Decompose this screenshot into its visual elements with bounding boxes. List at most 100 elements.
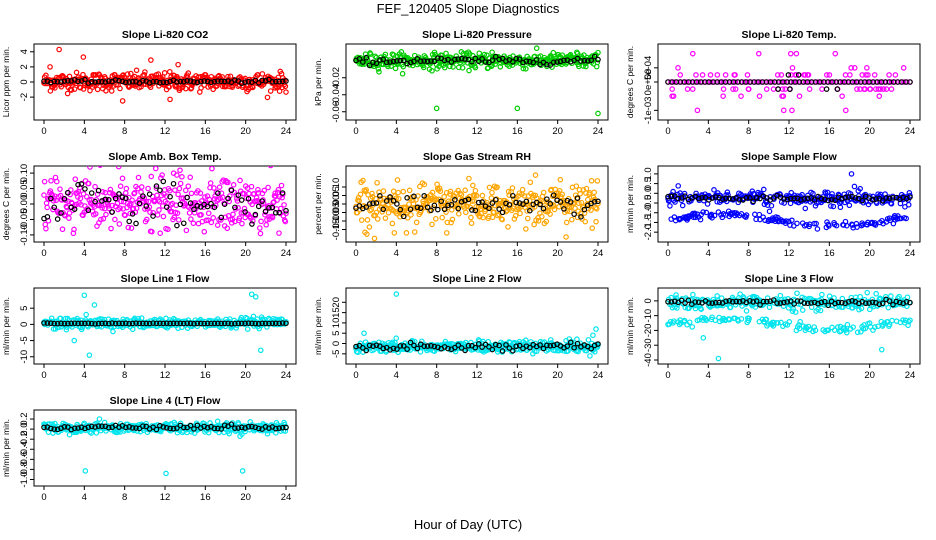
data-point <box>509 185 516 191</box>
data-point <box>215 190 221 196</box>
y-tick-label: 0 <box>19 322 30 327</box>
data-point <box>408 212 414 218</box>
data-point <box>278 182 285 189</box>
data-point <box>184 194 190 201</box>
data-point <box>211 185 217 191</box>
data-point <box>109 209 115 215</box>
data-point <box>907 194 913 200</box>
data-point <box>733 298 739 305</box>
data-point <box>589 225 596 231</box>
data-point <box>233 192 239 198</box>
data-point <box>829 324 835 331</box>
data-point <box>239 220 245 227</box>
y-axis-label: ml/min per min. <box>313 297 323 355</box>
x-tick-label: 20 <box>240 370 251 381</box>
data-point <box>201 320 207 327</box>
data-point <box>75 425 81 431</box>
data-point <box>102 79 109 85</box>
x-tick-label: 12 <box>784 248 795 259</box>
x-tick-label: 8 <box>434 370 439 381</box>
data-point <box>160 213 167 220</box>
data-point <box>747 298 753 304</box>
data-point <box>695 79 702 85</box>
data-point <box>875 86 882 92</box>
data-point <box>574 340 581 347</box>
data-point <box>208 320 214 327</box>
data-point <box>523 201 530 208</box>
data-point <box>756 93 763 99</box>
x-tick-label: 20 <box>552 248 563 259</box>
data-point <box>706 300 712 306</box>
data-point <box>276 88 283 94</box>
data-point <box>95 187 102 194</box>
data-point <box>283 210 289 217</box>
data-point <box>450 64 456 70</box>
data-point <box>547 62 554 68</box>
data-point <box>781 299 787 306</box>
data-point <box>904 294 911 301</box>
data-point <box>66 73 73 80</box>
data-point <box>577 190 583 197</box>
x-tick-label: 24 <box>905 248 916 259</box>
data-point <box>125 224 132 231</box>
data-point <box>153 78 160 85</box>
data-point <box>71 337 78 344</box>
data-point <box>71 86 78 92</box>
data-point <box>394 58 400 64</box>
data-point <box>679 202 686 209</box>
data-point <box>794 298 801 304</box>
data-point <box>407 59 414 66</box>
data-points <box>665 171 913 232</box>
data-point <box>262 211 268 218</box>
y-tick-label: -5 <box>331 350 342 358</box>
data-point <box>472 64 479 71</box>
data-point <box>736 196 743 203</box>
data-point <box>885 304 892 311</box>
data-point <box>187 78 194 84</box>
data-point <box>499 55 506 62</box>
data-point <box>830 203 837 210</box>
data-point <box>44 214 51 220</box>
data-point <box>556 187 563 194</box>
x-tick-label: 0 <box>41 126 46 137</box>
data-point <box>133 425 139 431</box>
data-point <box>71 206 78 212</box>
x-tick-label: 8 <box>122 126 127 137</box>
data-point <box>126 194 132 201</box>
y-tick-label: -30 <box>643 338 654 352</box>
data-point <box>801 300 808 306</box>
data-point <box>845 299 852 305</box>
data-point <box>674 305 680 311</box>
data-point <box>188 190 195 197</box>
y-tick-label: -5 <box>19 336 30 344</box>
data-point <box>712 299 719 306</box>
data-point <box>459 65 466 71</box>
data-point <box>363 54 370 61</box>
data-point <box>258 218 264 225</box>
data-point <box>245 423 252 430</box>
data-point <box>554 59 560 65</box>
data-point <box>533 45 540 52</box>
data-point <box>888 86 895 92</box>
y-tick-label: -0.05 <box>19 209 30 231</box>
data-point <box>872 324 878 330</box>
data-point <box>128 225 135 231</box>
data-point <box>775 320 781 326</box>
data-point <box>253 194 260 201</box>
data-point <box>235 425 242 431</box>
data-point <box>557 58 564 65</box>
data-point <box>182 85 189 92</box>
data-point <box>86 352 93 358</box>
data-point <box>71 425 78 432</box>
data-point <box>437 188 444 195</box>
data-point <box>443 230 450 236</box>
data-point <box>221 320 228 327</box>
data-point <box>832 300 838 307</box>
data-point <box>445 202 451 209</box>
data-point <box>524 215 531 222</box>
data-point <box>283 207 289 214</box>
data-point <box>66 210 73 216</box>
data-point <box>901 79 907 85</box>
data-point <box>678 297 685 304</box>
data-point <box>279 78 286 85</box>
